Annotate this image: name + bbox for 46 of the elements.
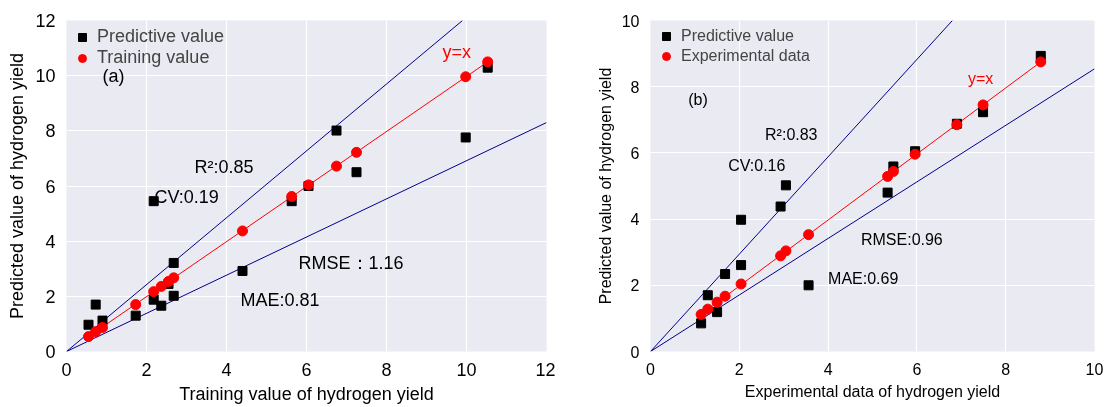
x-tick-label: 12 [535, 359, 556, 380]
annotation: (b) [688, 91, 708, 109]
y-tick-label: 6 [630, 144, 640, 162]
annotation: MAE:0.81 [240, 290, 320, 311]
y-tick-label: 0 [630, 343, 640, 361]
y-tick-label: 10 [621, 12, 640, 30]
y-tick-label: 8 [630, 78, 640, 96]
y-tick-label: 0 [45, 342, 56, 362]
legend-label: Predictive value [97, 26, 225, 47]
legend-label: Experimental data [681, 47, 810, 65]
y-tick-label: 8 [45, 121, 56, 142]
x-tick-label: 6 [301, 359, 312, 380]
y-tick-label: 12 [35, 11, 56, 31]
annotation: y=x [967, 70, 994, 88]
y-axis-title: Predicted value of hydrogen yield [596, 67, 614, 305]
annotation: MAE:0.69 [828, 270, 899, 288]
legend-label: Training value [97, 47, 210, 68]
annotation: (a) [102, 65, 125, 86]
x-tick-label: 10 [456, 359, 477, 380]
x-tick-label: 10 [1085, 360, 1104, 378]
y-tick-label: 10 [35, 66, 56, 87]
x-tick-label: 2 [141, 359, 152, 380]
annotation: CV:0.16 [728, 156, 786, 174]
x-tick-label: 8 [1001, 360, 1011, 378]
y-axis-title: Predicted value of hydrogen yield [7, 52, 28, 320]
annotation: R²:0.83 [765, 125, 818, 143]
x-tick-label: 0 [61, 359, 72, 380]
x-tick-label: 2 [734, 360, 744, 378]
x-tick-label: 4 [823, 360, 833, 378]
y-tick-label: 2 [45, 286, 56, 307]
annotation: RMSE：1.16 [298, 253, 404, 274]
y-tick-label: 2 [630, 277, 640, 295]
x-tick-label: 8 [381, 359, 392, 380]
legend-label: Predictive value [681, 27, 794, 45]
x-tick-label: 6 [912, 360, 922, 378]
annotation: R²:0.85 [194, 156, 254, 177]
y-tick-label: 4 [630, 211, 640, 229]
y-tick-label: 4 [45, 231, 56, 252]
x-tick-label: 0 [646, 360, 656, 378]
x-axis-title: Experimental data of hydrogen yield [744, 382, 1001, 400]
y-tick-label: 6 [45, 176, 56, 197]
annotation: RMSE:0.96 [860, 231, 943, 249]
x-axis-title: Training value of hydrogen yield [179, 383, 434, 404]
annotation: CV:0.19 [154, 187, 219, 208]
x-tick-label: 4 [221, 359, 232, 380]
annotation: y=x [442, 42, 472, 63]
